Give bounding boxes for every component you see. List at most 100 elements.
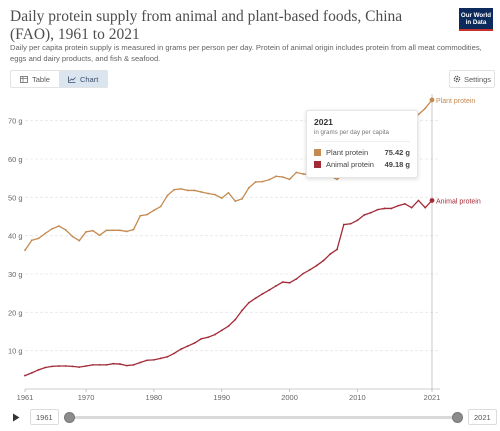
animal-protein-point: [214, 333, 216, 336]
plant-protein-point: [146, 213, 149, 216]
play-icon: [13, 413, 20, 421]
animal-protein-point: [336, 248, 338, 251]
plant-protein-point: [91, 229, 94, 232]
animal-protein-point: [254, 297, 257, 300]
plant-protein-point: [64, 229, 67, 231]
animal-protein-point: [315, 264, 318, 267]
tooltip-row-plant-value: 75.42 g: [384, 147, 410, 157]
plant-protein-point: [254, 181, 257, 183]
plant-protein-end-marker: [429, 97, 435, 103]
animal-protein-point: [410, 206, 413, 209]
timeline-end-year[interactable]: 2021: [468, 409, 497, 425]
animal-protein-point: [91, 363, 94, 366]
plant-protein-point: [288, 178, 291, 181]
animal-protein-point: [207, 336, 210, 339]
animal-protein-point: [159, 357, 162, 360]
timeline-start-year[interactable]: 1961: [30, 409, 59, 425]
animal-protein-point: [186, 345, 189, 347]
plant-protein-point: [71, 235, 74, 238]
plant-protein-point: [241, 197, 243, 200]
chart-subtitle: Daily per capita protein supply is measu…: [10, 43, 482, 63]
plant-protein-point: [220, 197, 223, 199]
animal-protein-point: [200, 337, 203, 340]
animal-protein-point: [302, 272, 305, 275]
tooltip-row-animal-name: Animal protein: [326, 159, 374, 169]
tooltip-unit: in grams per day per capita: [314, 129, 389, 136]
plant-protein-point: [37, 237, 40, 240]
tab-chart[interactable]: Chart: [58, 71, 108, 87]
animal-protein-point: [146, 359, 149, 362]
tooltip-row-plant: Plant protein 75.42 g: [314, 146, 410, 158]
tab-table[interactable]: Table: [11, 71, 59, 87]
animal-protein-point: [295, 278, 298, 280]
gear-icon: [453, 75, 461, 83]
tooltip-year: 2021: [314, 117, 333, 127]
plant-swatch: [314, 148, 321, 156]
plant-protein-point: [207, 192, 210, 195]
animal-protein-point: [403, 202, 406, 205]
animal-protein-point: [105, 363, 108, 366]
settings-button[interactable]: Settings: [449, 70, 495, 88]
plant-protein-point: [193, 189, 196, 192]
plant-protein-point: [261, 180, 264, 183]
animal-protein-point: [24, 374, 26, 377]
view-tabs: Table Chart: [10, 70, 109, 88]
plant-protein-point: [268, 178, 271, 181]
animal-swatch: [314, 160, 321, 168]
owid-logo[interactable]: Our World in Data: [459, 8, 493, 31]
animal-protein-point: [173, 352, 176, 355]
timeline-start-handle[interactable]: [64, 412, 75, 423]
plant-protein-point: [424, 107, 427, 110]
x-tick-label: 2000: [281, 393, 298, 402]
timeline-track[interactable]: [70, 416, 458, 419]
animal-protein-point: [132, 363, 135, 366]
animal-protein-point: [376, 208, 379, 211]
plant-protein-point: [186, 189, 189, 192]
plant-protein-point: [180, 188, 182, 190]
tab-table-label: Table: [32, 74, 50, 84]
animal-protein-point: [220, 329, 223, 332]
plant-protein-point: [112, 229, 115, 232]
animal-protein-point: [241, 309, 243, 312]
logo-accent-bar: [459, 29, 493, 31]
animal-protein-end-label: Animal protein: [436, 198, 481, 205]
animal-protein-point: [356, 219, 359, 222]
plant-protein-point: [214, 193, 216, 196]
tab-chart-label: Chart: [79, 74, 99, 84]
animal-protein-point: [383, 207, 386, 210]
plant-protein-point: [51, 227, 54, 230]
timeline-end-handle[interactable]: [452, 412, 463, 423]
animal-protein-point: [261, 293, 264, 295]
x-tick-label: 1980: [146, 393, 163, 402]
plant-protein-point: [30, 239, 33, 242]
y-tick-label: 10 g: [8, 347, 23, 356]
line-chart-icon: [68, 76, 76, 83]
plant-protein-point: [295, 171, 298, 174]
animal-protein-point: [166, 355, 169, 358]
plant-protein-point: [85, 230, 87, 233]
animal-protein-point: [44, 366, 47, 369]
animal-protein-point: [275, 284, 277, 287]
y-tick-label: 70 g: [8, 117, 23, 126]
plant-protein-point: [234, 200, 237, 203]
animal-protein-point: [85, 365, 87, 367]
animal-protein-point: [417, 199, 420, 202]
animal-protein-end-marker: [429, 198, 435, 203]
animal-protein-point: [71, 365, 74, 368]
plant-protein-point: [159, 205, 162, 208]
plant-protein-point: [227, 191, 230, 194]
tooltip-row-plant-name: Plant protein: [326, 147, 369, 157]
x-tick-label: 1970: [78, 393, 95, 402]
animal-protein-point: [349, 222, 352, 225]
plant-protein-point: [105, 229, 108, 232]
plant-protein-point: [302, 173, 305, 175]
plant-protein-point: [44, 232, 47, 235]
animal-protein-point: [139, 361, 142, 364]
animal-protein-point: [309, 268, 311, 271]
plant-protein-point: [125, 230, 128, 233]
animal-protein-point: [125, 364, 128, 367]
plant-protein-point: [139, 214, 142, 217]
animal-protein-point: [98, 363, 101, 366]
play-button[interactable]: [8, 409, 24, 425]
x-tick-label: 2010: [349, 393, 366, 402]
